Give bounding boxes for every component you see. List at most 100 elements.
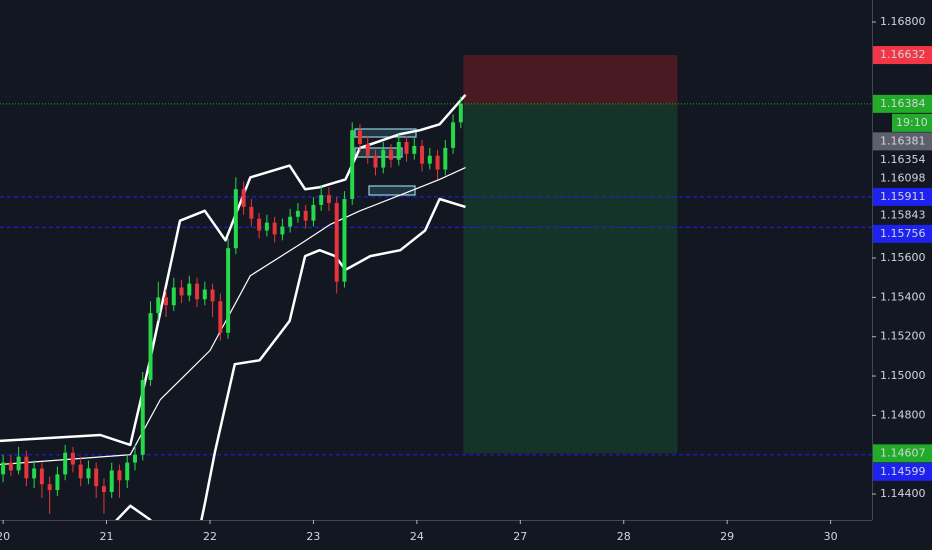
candle-body: [233, 189, 238, 249]
y-tick-label: 1.14400: [880, 487, 926, 500]
countdown-label: 19:10: [896, 116, 928, 129]
candle-body: [249, 206, 254, 219]
candle-body: [179, 287, 184, 296]
candle-body: [357, 130, 362, 144]
candle-body: [109, 470, 114, 493]
candle-body: [125, 462, 130, 481]
candle-body: [280, 226, 285, 235]
candle-body: [365, 143, 370, 156]
price-marker-box: [873, 206, 932, 225]
candle-body: [257, 218, 262, 231]
candle-body: [8, 462, 13, 471]
candle-body: [435, 155, 440, 170]
target-zone: [463, 103, 678, 454]
y-tick-label: 1.15400: [880, 290, 926, 303]
candle-body: [70, 452, 75, 465]
price-marker-label: 1.16632: [880, 48, 926, 61]
candle-body: [295, 210, 300, 217]
candle-body: [156, 297, 161, 314]
candle-body: [226, 248, 231, 333]
candle-body: [148, 313, 153, 380]
candle-body: [396, 141, 401, 160]
price-marker-box: [873, 169, 932, 188]
x-tick-label: 29: [720, 530, 734, 543]
candle-body: [342, 199, 347, 282]
candle-body: [319, 195, 324, 205]
candle-body: [373, 155, 378, 168]
price-marker-label: 1.14607: [880, 446, 926, 459]
candle-body: [171, 287, 176, 306]
price-marker-label: 1.16381: [880, 134, 926, 147]
candle-body: [451, 122, 456, 148]
candle-body: [1, 462, 6, 475]
candle-body: [241, 189, 246, 207]
price-marker-label: 1.15911: [880, 190, 926, 203]
price-marker-label: 1.16384: [880, 97, 926, 110]
candle-body: [164, 297, 169, 306]
x-tick-label: 24: [410, 530, 424, 543]
x-tick-label: 20: [0, 530, 10, 543]
candle-body: [326, 195, 331, 203]
x-tick-label: 22: [203, 530, 217, 543]
price-marker-label: 1.15756: [880, 227, 926, 240]
candle-body: [427, 155, 432, 164]
candle-body: [443, 147, 448, 170]
price-marker-label: 1.16098: [880, 171, 926, 184]
band-line: [0, 167, 466, 466]
price-marker-label: 1.15843: [880, 208, 926, 221]
candle-body: [187, 283, 192, 296]
price-marker-box: [873, 132, 932, 151]
x-tick-label: 21: [100, 530, 114, 543]
candle-body: [381, 149, 386, 168]
drawn-rectangle: [354, 128, 417, 138]
candle-body: [86, 468, 91, 479]
band-line: [115, 197, 466, 520]
drawn-rectangle: [354, 147, 403, 158]
candle-body: [311, 204, 316, 221]
candle-body: [350, 130, 355, 200]
candle-body: [389, 149, 394, 160]
candle-body: [303, 210, 308, 221]
countdown-box: [892, 113, 932, 132]
x-tick-label: 23: [306, 530, 320, 543]
price-marker-box: [873, 46, 932, 65]
candle-body: [94, 468, 99, 487]
price-marker-label: 1.14599: [880, 465, 926, 478]
candle-body: [55, 474, 60, 491]
candle-body: [412, 145, 417, 154]
price-marker-box: [873, 150, 932, 169]
candle-body: [16, 456, 21, 471]
candle-body: [63, 452, 68, 475]
candle-body: [202, 289, 207, 300]
candle-body: [288, 216, 293, 227]
x-tick-label: 28: [617, 530, 631, 543]
y-tick-label: 1.14800: [880, 408, 926, 421]
candle-body: [218, 301, 223, 333]
candle-body: [404, 141, 409, 154]
candle-body: [140, 379, 145, 455]
candle-body: [101, 486, 106, 493]
price-marker-label: 1.16354: [880, 153, 926, 166]
candle-body: [195, 283, 200, 300]
candle-body: [272, 222, 277, 235]
y-tick-label: 1.15000: [880, 369, 926, 382]
x-tick-label: 27: [513, 530, 527, 543]
candle-body: [39, 468, 44, 485]
price-marker-box: [873, 444, 932, 463]
drawn-rectangle: [368, 185, 416, 196]
candle-body: [420, 145, 425, 164]
candle-body: [24, 456, 29, 479]
candle-body: [334, 202, 339, 282]
candle-body: [32, 468, 37, 479]
candle-body: [78, 464, 83, 479]
price-marker-box: [873, 94, 932, 113]
stop-zone: [463, 55, 678, 104]
y-tick-label: 1.16800: [880, 15, 926, 28]
candle-body: [132, 454, 137, 463]
candle-body: [47, 484, 52, 491]
candle-body: [117, 470, 122, 481]
plot-area: [0, 55, 872, 520]
y-tick-label: 1.15600: [880, 251, 926, 264]
